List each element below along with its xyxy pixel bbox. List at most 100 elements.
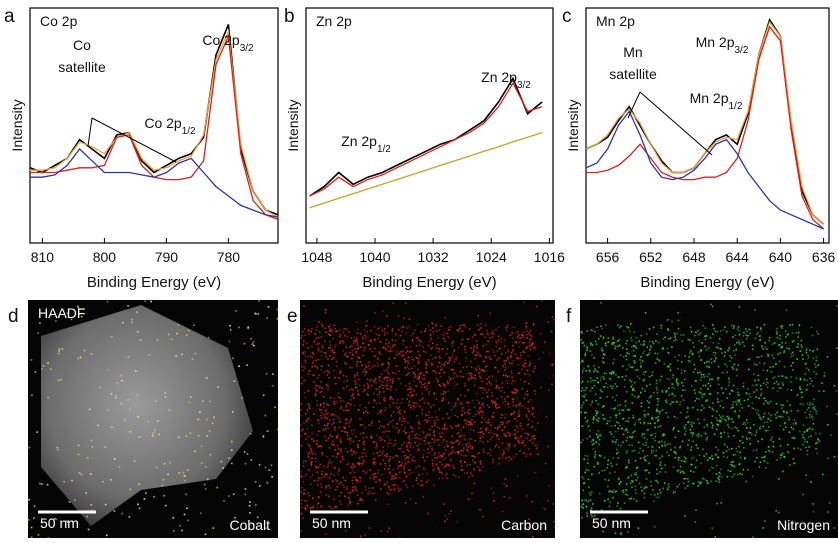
element-signal bbox=[644, 437, 646, 439]
element-signal bbox=[668, 483, 670, 485]
element-signal bbox=[168, 334, 170, 336]
element-signal bbox=[478, 387, 480, 389]
element-signal bbox=[518, 334, 520, 336]
element-signal bbox=[668, 455, 670, 457]
element-signal bbox=[513, 405, 515, 407]
element-signal bbox=[316, 343, 318, 345]
element-signal bbox=[304, 356, 306, 358]
element-signal bbox=[360, 433, 362, 435]
element-signal bbox=[401, 402, 403, 404]
element-signal bbox=[365, 411, 367, 413]
element-signal bbox=[519, 402, 521, 404]
element-signal bbox=[364, 453, 366, 455]
element-signal bbox=[529, 365, 531, 367]
element-signal bbox=[443, 439, 445, 441]
element-signal bbox=[698, 398, 700, 400]
element-signal bbox=[339, 372, 341, 374]
element-signal bbox=[319, 409, 321, 411]
element-signal bbox=[792, 369, 794, 371]
element-signal bbox=[388, 364, 390, 366]
element-signal bbox=[517, 440, 519, 442]
element-signal bbox=[356, 338, 358, 340]
element-signal bbox=[711, 362, 713, 364]
element-signal bbox=[637, 477, 639, 479]
element-signal bbox=[316, 390, 318, 392]
element-signal bbox=[696, 444, 698, 446]
element-signal bbox=[600, 379, 602, 381]
element-signal bbox=[785, 376, 787, 378]
element-signal bbox=[367, 331, 369, 333]
element-signal bbox=[605, 324, 607, 326]
element-signal bbox=[391, 387, 393, 389]
element-signal bbox=[301, 403, 303, 405]
element-signal bbox=[171, 338, 173, 340]
element-signal bbox=[325, 332, 327, 334]
element-signal bbox=[824, 375, 826, 377]
element-signal bbox=[388, 350, 390, 352]
element-signal bbox=[208, 337, 210, 339]
element-signal bbox=[357, 444, 359, 446]
element-signal bbox=[533, 324, 535, 326]
element-signal bbox=[666, 402, 668, 404]
element-signal bbox=[338, 452, 340, 454]
element-signal bbox=[753, 374, 755, 376]
element-signal bbox=[646, 355, 648, 357]
element-signal bbox=[359, 481, 361, 483]
element-signal bbox=[728, 377, 730, 379]
element-signal bbox=[471, 493, 473, 495]
element-signal bbox=[648, 407, 650, 409]
element-signal bbox=[638, 442, 640, 444]
element-signal bbox=[356, 365, 358, 367]
element-signal bbox=[530, 349, 532, 351]
element-signal bbox=[645, 456, 647, 458]
element-signal bbox=[756, 389, 758, 391]
element-signal bbox=[505, 448, 507, 450]
element-signal bbox=[446, 428, 448, 430]
element-signal bbox=[651, 375, 653, 377]
element-signal bbox=[406, 446, 408, 448]
element-signal bbox=[332, 441, 334, 443]
element-signal bbox=[726, 451, 728, 453]
element-signal bbox=[321, 355, 323, 357]
element-signal bbox=[446, 441, 448, 443]
element-signal bbox=[503, 496, 505, 498]
element-signal bbox=[480, 327, 482, 329]
element-signal bbox=[511, 414, 513, 416]
element-signal bbox=[812, 407, 814, 409]
element-signal bbox=[703, 385, 705, 387]
element-signal bbox=[444, 503, 446, 505]
element-signal bbox=[717, 347, 719, 349]
element-signal bbox=[490, 424, 492, 426]
element-signal bbox=[619, 327, 621, 329]
element-signal bbox=[587, 462, 589, 464]
element-signal bbox=[581, 390, 583, 392]
element-signal bbox=[228, 458, 230, 460]
element-signal bbox=[371, 437, 373, 439]
element-signal bbox=[328, 326, 330, 328]
element-signal bbox=[511, 370, 513, 372]
element-signal bbox=[749, 329, 751, 331]
element-signal bbox=[660, 425, 662, 427]
element-signal bbox=[760, 394, 762, 396]
element-signal bbox=[363, 461, 365, 463]
element-signal bbox=[616, 422, 618, 424]
element-signal bbox=[772, 451, 774, 453]
element-signal bbox=[501, 414, 503, 416]
element-signal bbox=[372, 461, 374, 463]
element-signal bbox=[719, 420, 721, 422]
element-signal bbox=[342, 484, 344, 486]
element-signal bbox=[633, 390, 635, 392]
element-signal bbox=[658, 426, 660, 428]
element-signal bbox=[448, 454, 450, 456]
element-signal bbox=[183, 472, 185, 474]
element-signal bbox=[435, 465, 437, 467]
element-signal bbox=[419, 423, 421, 425]
element-signal bbox=[523, 350, 525, 352]
element-signal bbox=[724, 444, 726, 446]
element-signal bbox=[582, 381, 584, 383]
element-signal bbox=[343, 343, 345, 345]
element-signal bbox=[523, 302, 525, 304]
element-signal bbox=[733, 401, 735, 403]
element-signal bbox=[457, 433, 459, 435]
element-signal bbox=[404, 367, 406, 369]
